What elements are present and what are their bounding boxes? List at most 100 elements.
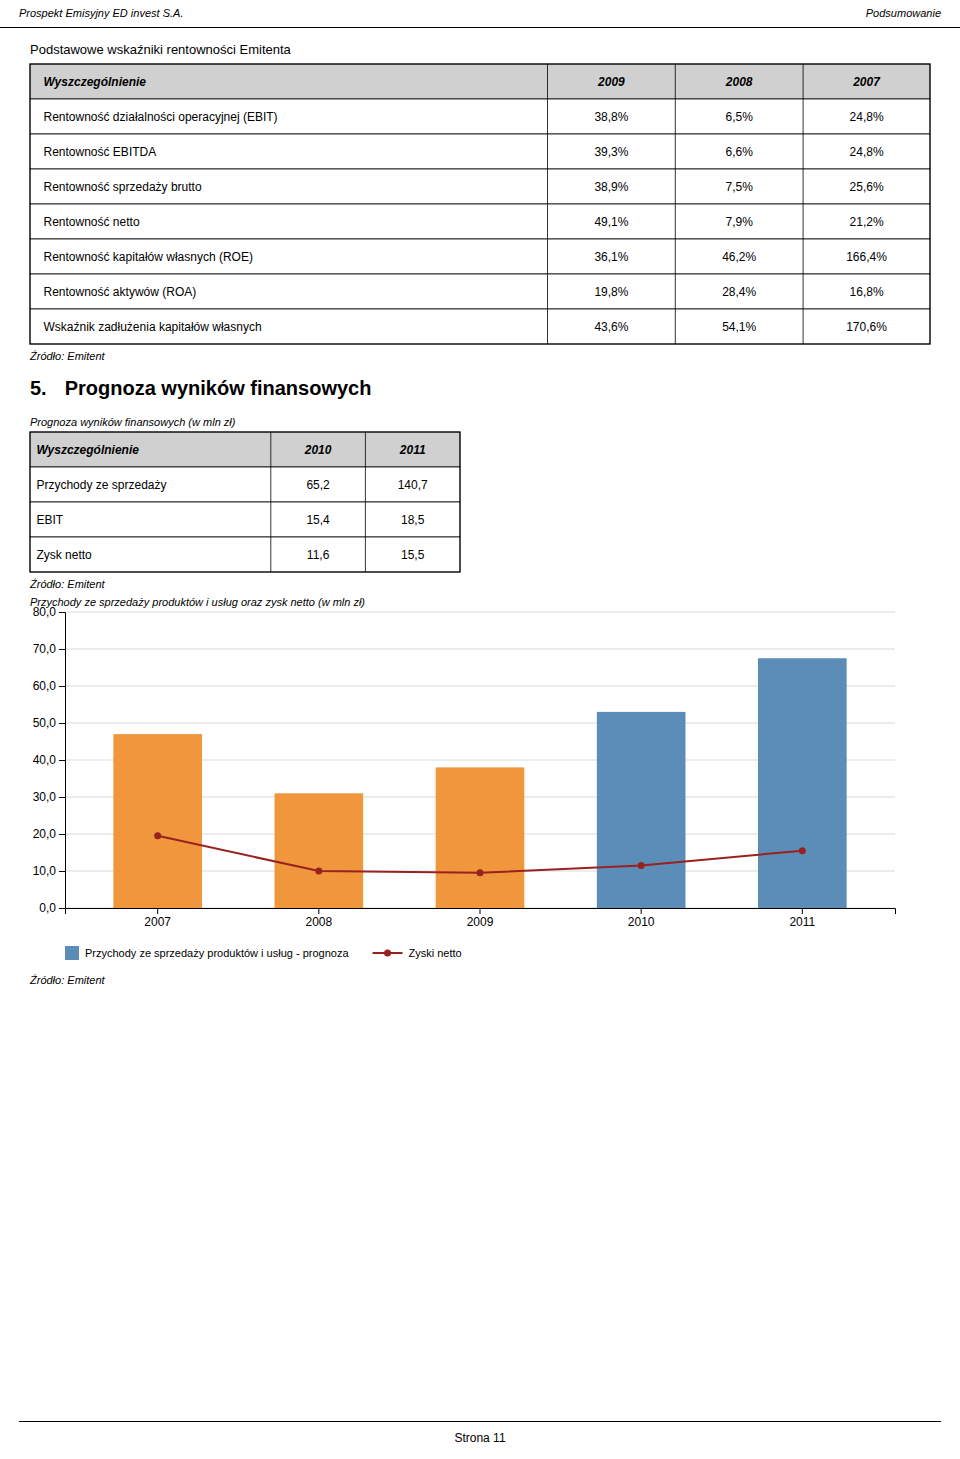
y-tick-mark: [59, 760, 65, 761]
page: Prospekt Emisyjny ED invest S.A.Podsumow…: [0, 0, 960, 1459]
legend-item: Zyski netto: [373, 947, 462, 959]
table-header-cell: 2009: [597, 75, 625, 89]
table-cell: 38,9%: [594, 180, 628, 194]
y-tick-mark: [59, 908, 65, 909]
table-divider: [365, 432, 366, 572]
y-tick: 30,0: [33, 790, 65, 804]
table-cell: Zysk netto: [36, 548, 92, 562]
table-row-bg: [30, 274, 930, 309]
table-cell: 18,5: [401, 513, 425, 527]
table-cell: 39,3%: [594, 145, 628, 159]
table-divider: [675, 64, 676, 344]
line-point: [799, 847, 806, 854]
y-axis: 0,010,020,030,040,050,060,070,080,0: [33, 605, 66, 915]
x-tick-label: 2007: [144, 915, 171, 929]
line-point: [477, 869, 484, 876]
y-tick-label: 20,0: [33, 827, 57, 841]
grid-line: [65, 612, 895, 613]
table-cell: 15,5: [401, 548, 425, 562]
y-tick: 80,0: [33, 605, 65, 619]
y-tick: 70,0: [33, 642, 65, 656]
table-cell: Rentowność EBITDA: [44, 145, 157, 159]
x-axis-line: [66, 909, 896, 915]
table-cell: Rentowność kapitałów własnych (ROE): [44, 250, 253, 264]
table-row-bg: [30, 169, 930, 204]
table-cell: 38,8%: [594, 110, 628, 124]
table-cell: EBIT: [36, 513, 63, 527]
header-rule: [0, 27, 960, 28]
y-tick-mark: [59, 649, 65, 650]
x-tick-mark: [480, 908, 481, 914]
table-cell: 15,4: [306, 513, 330, 527]
section-number: 5.: [30, 377, 47, 399]
table-row-bg: [30, 99, 930, 134]
table-header-cell: 2007: [852, 75, 881, 89]
table-header-bg: [30, 432, 460, 467]
table-row-bg: [30, 134, 930, 169]
line-point: [315, 868, 322, 875]
table-cell: 25,6%: [850, 180, 884, 194]
table-cell: 6,6%: [726, 145, 754, 159]
table-row-bg: [30, 204, 930, 239]
table-cell: 19,8%: [594, 285, 628, 299]
table-cell: 11,6: [307, 548, 330, 562]
table-cell: 7,5%: [726, 180, 754, 194]
bar: [275, 793, 364, 908]
grid: [65, 612, 895, 908]
bar: [436, 767, 525, 908]
chart: 0,010,020,030,040,050,060,070,080,020072…: [33, 605, 896, 928]
legend-label: Zyski netto: [409, 947, 462, 959]
table-cell: 170,6%: [846, 320, 887, 334]
table-header-cell: 2011: [399, 443, 426, 457]
y-tick-label: 50,0: [33, 716, 57, 730]
table-row-bg: [30, 502, 460, 537]
table-cell: 54,1%: [722, 320, 756, 334]
x-tick-mark: [157, 908, 158, 914]
section-title: Prognoza wyników finansowych: [65, 377, 372, 399]
line: [158, 836, 803, 873]
table-cell: 140,7: [398, 478, 428, 492]
y-tick: 20,0: [33, 827, 65, 841]
table-cell: 24,8%: [850, 110, 884, 124]
plot-area: [113, 658, 846, 908]
legend-swatch: [65, 946, 79, 960]
x-tick: 2011: [789, 908, 815, 929]
legend: Przychody ze sprzedaży produktów i usług…: [65, 946, 462, 960]
table-border: [30, 432, 460, 572]
footer-rule: [19, 1421, 941, 1422]
section-title: Podstawowe wskaźniki rentowności Emitent…: [30, 42, 292, 57]
x-tick: 2010: [628, 908, 655, 929]
table-cell: Rentowność sprzedaży brutto: [44, 180, 202, 194]
table-row-bg: [30, 537, 460, 572]
source: Źródło: Emitent: [29, 350, 106, 362]
table-caption: Prognoza wyników finansowych (w mln zł): [30, 416, 236, 428]
chart-title: Przychody ze sprzedaży produktów i usług…: [30, 596, 365, 608]
legend-marker: [384, 950, 391, 957]
table-cell: 65,2: [306, 478, 330, 492]
table-cell: Wskaźnik zadłużenia kapitałów własnych: [44, 320, 262, 334]
x-tick-label: 2010: [628, 915, 655, 929]
table-header-cell: 2010: [304, 443, 332, 457]
y-tick-mark: [59, 834, 65, 835]
y-tick-label: 70,0: [33, 642, 57, 656]
table-divider: [270, 432, 271, 572]
table-header-bg: [30, 64, 930, 99]
y-tick-mark: [59, 686, 65, 687]
table-cell: 46,2%: [722, 250, 756, 264]
table-cell: Przychody ze sprzedaży: [36, 478, 166, 492]
table-cell: Rentowność netto: [44, 215, 140, 229]
table-cell: Rentowność aktywów (ROA): [44, 285, 197, 299]
x-tick-label: 2008: [305, 915, 332, 929]
table-row-bg: [30, 239, 930, 274]
table-header-cell: 2008: [725, 75, 753, 89]
table-divider: [803, 64, 804, 344]
source: Źródło: Emitent: [29, 578, 106, 590]
y-tick-label: 0,0: [39, 901, 56, 915]
table-cell: 16,8%: [850, 285, 884, 299]
x-tick-mark: [802, 908, 803, 914]
y-tick-mark: [59, 723, 65, 724]
y-tick-mark: [59, 612, 65, 613]
table-cell: 36,1%: [594, 250, 628, 264]
y-tick: 0,0: [39, 901, 65, 915]
y-tick-label: 10,0: [33, 864, 57, 878]
